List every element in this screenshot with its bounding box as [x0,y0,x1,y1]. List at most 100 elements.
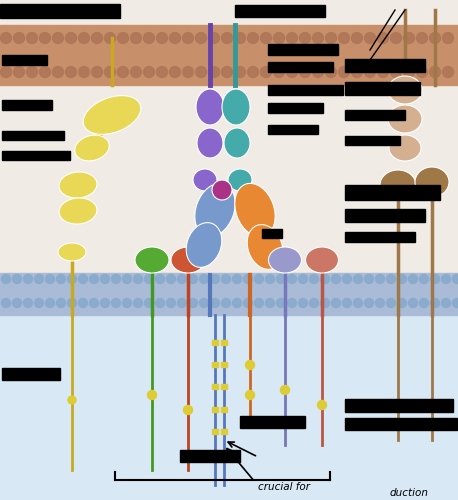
Bar [268,85,343,95]
Circle shape [0,32,11,44]
Circle shape [365,66,376,78]
Bar [235,5,325,17]
Bar [268,125,318,134]
Circle shape [133,274,142,283]
Circle shape [145,298,153,308]
Circle shape [233,274,241,283]
Circle shape [13,66,24,78]
Bar [221,362,227,367]
Circle shape [255,298,263,308]
Circle shape [299,274,307,283]
Circle shape [212,180,232,200]
Circle shape [23,298,33,308]
Ellipse shape [235,184,275,236]
Circle shape [391,32,402,44]
Circle shape [0,66,11,78]
Circle shape [420,298,429,308]
Circle shape [398,274,407,283]
Circle shape [104,32,115,44]
Circle shape [299,298,307,308]
Ellipse shape [389,135,421,161]
Circle shape [200,274,208,283]
Circle shape [178,298,186,308]
Circle shape [111,298,120,308]
Circle shape [398,298,407,308]
Circle shape [431,298,440,308]
Circle shape [409,274,418,283]
Circle shape [244,274,252,283]
Circle shape [13,32,24,44]
Ellipse shape [193,169,217,191]
Bar [212,384,218,389]
Circle shape [245,390,255,400]
Circle shape [332,274,340,283]
Ellipse shape [228,169,252,191]
Circle shape [222,274,230,283]
Circle shape [332,298,340,308]
Ellipse shape [196,89,224,125]
Circle shape [420,274,429,283]
Circle shape [111,274,120,283]
Circle shape [387,298,396,308]
Circle shape [277,298,285,308]
Circle shape [321,274,329,283]
Bar [221,384,227,389]
Circle shape [288,298,296,308]
Ellipse shape [171,247,205,273]
Circle shape [189,298,197,308]
Circle shape [442,32,453,44]
Circle shape [39,66,50,78]
Circle shape [273,32,284,44]
Circle shape [245,360,255,370]
Circle shape [92,32,103,44]
Ellipse shape [75,135,109,161]
Bar [345,82,420,95]
Ellipse shape [388,76,422,104]
Ellipse shape [415,167,449,197]
Circle shape [178,274,186,283]
Ellipse shape [268,247,301,273]
Circle shape [89,274,98,283]
Circle shape [338,66,349,78]
Circle shape [416,32,427,44]
Circle shape [104,66,115,78]
Circle shape [78,66,89,78]
Circle shape [343,274,351,283]
Circle shape [56,274,65,283]
Circle shape [53,66,64,78]
Bar [212,407,218,412]
Circle shape [39,32,50,44]
Bar [2,368,60,380]
Circle shape [365,298,374,308]
Circle shape [211,274,219,283]
Circle shape [338,32,349,44]
Ellipse shape [83,96,141,134]
Bar [221,451,227,456]
Circle shape [403,32,414,44]
Circle shape [122,298,131,308]
Circle shape [416,66,427,78]
Circle shape [122,274,131,283]
Circle shape [453,298,458,308]
Circle shape [143,32,154,44]
Circle shape [377,66,388,78]
Circle shape [12,274,22,283]
Circle shape [442,298,451,308]
Circle shape [118,66,129,78]
Circle shape [233,298,241,308]
Circle shape [310,298,318,308]
Circle shape [156,274,164,283]
Circle shape [145,274,153,283]
Circle shape [143,66,154,78]
Circle shape [326,66,337,78]
Circle shape [247,32,258,44]
Ellipse shape [224,128,250,158]
Bar [262,229,282,238]
Bar [180,450,240,462]
Circle shape [1,298,11,308]
Circle shape [317,400,327,409]
Bar [345,209,425,222]
Circle shape [288,274,296,283]
Circle shape [147,390,157,400]
Circle shape [222,298,230,308]
